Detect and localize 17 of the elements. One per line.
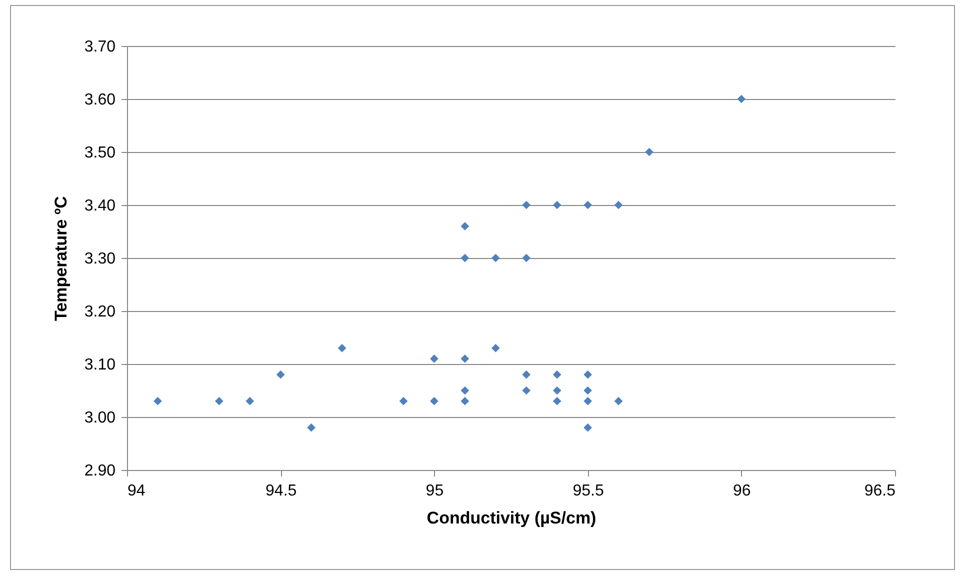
x-tick-label: 95.5 <box>572 482 604 500</box>
y-tick-label: 3.30 <box>84 250 116 268</box>
y-tick-label: 2.90 <box>84 462 116 480</box>
x-tick-label: 96 <box>733 482 751 500</box>
y-tick-label: 3.00 <box>84 410 116 426</box>
x-tick-label: 95 <box>426 482 444 500</box>
x-tick-label: 94 <box>128 482 146 500</box>
y-tick-label: 3.50 <box>84 144 116 162</box>
y-tick-label: 3.10 <box>84 356 116 374</box>
y-tick-label: 3.60 <box>84 92 116 108</box>
y-tick-label: 3.70 <box>84 38 116 56</box>
y-tick-label: 3.20 <box>84 304 116 320</box>
x-tick-label: 96.5 <box>864 482 896 500</box>
y-axis-title: Temperature ºC <box>51 196 70 321</box>
y-tick-label: 3.40 <box>84 198 116 214</box>
x-axis-title: Conductivity (µS/cm) <box>426 508 596 528</box>
x-tick-label: 94.5 <box>266 482 297 500</box>
